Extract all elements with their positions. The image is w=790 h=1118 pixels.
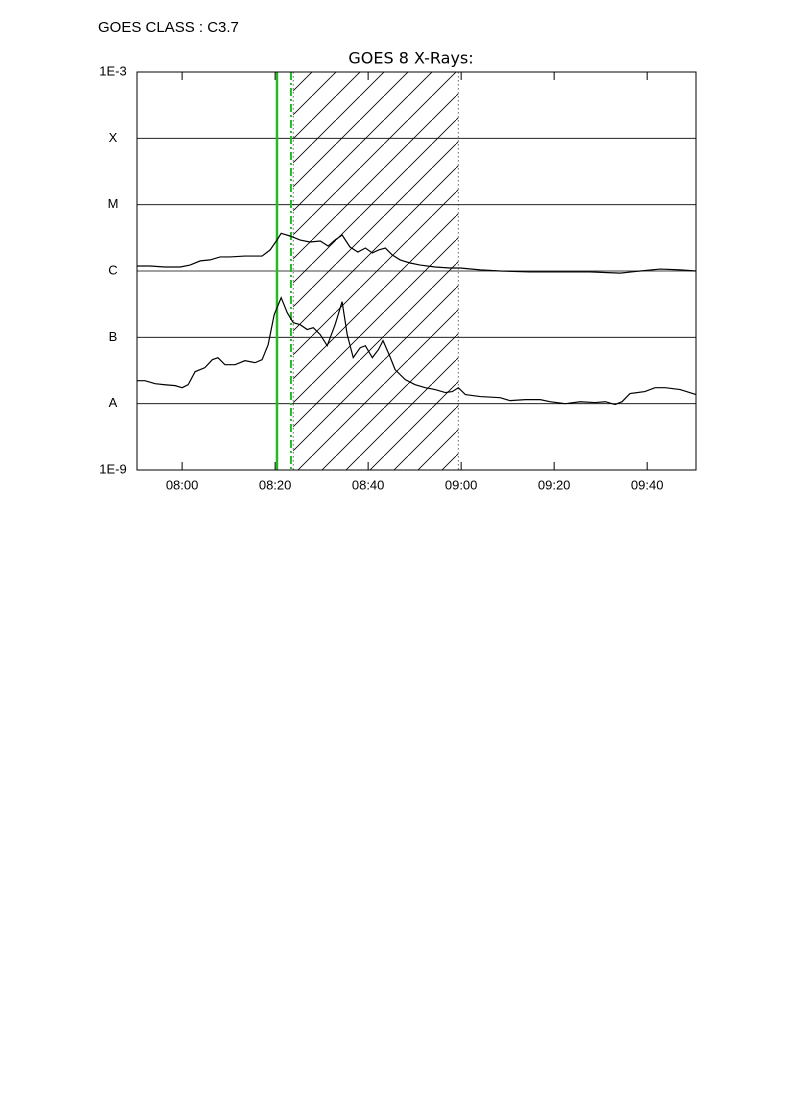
y-tick-label: C bbox=[108, 262, 117, 277]
plot-frame bbox=[136, 71, 697, 471]
x-tick-label: 08:20 bbox=[259, 477, 292, 492]
x-tick-label: 09:00 bbox=[445, 477, 478, 492]
x-tick-label: 08:40 bbox=[352, 477, 385, 492]
y-tick-label: A bbox=[109, 395, 118, 410]
y-tick-label: 1E-9 bbox=[99, 461, 126, 476]
x-tick-label: 09:40 bbox=[631, 477, 664, 492]
y-tick-label: M bbox=[108, 196, 119, 211]
y-tick-label: X bbox=[109, 130, 118, 145]
x-tick-label: 08:00 bbox=[166, 477, 199, 492]
flux-line bbox=[137, 232, 697, 274]
chart-title: GOES 8 X-Rays: bbox=[348, 49, 473, 68]
y-tick-label: B bbox=[109, 329, 118, 344]
goes-class: GOES CLASS : C3.7 bbox=[98, 19, 239, 36]
y-tick-label: 1E-3 bbox=[99, 63, 126, 78]
x-tick-label: 09:20 bbox=[538, 477, 571, 492]
flux-line bbox=[137, 296, 697, 406]
